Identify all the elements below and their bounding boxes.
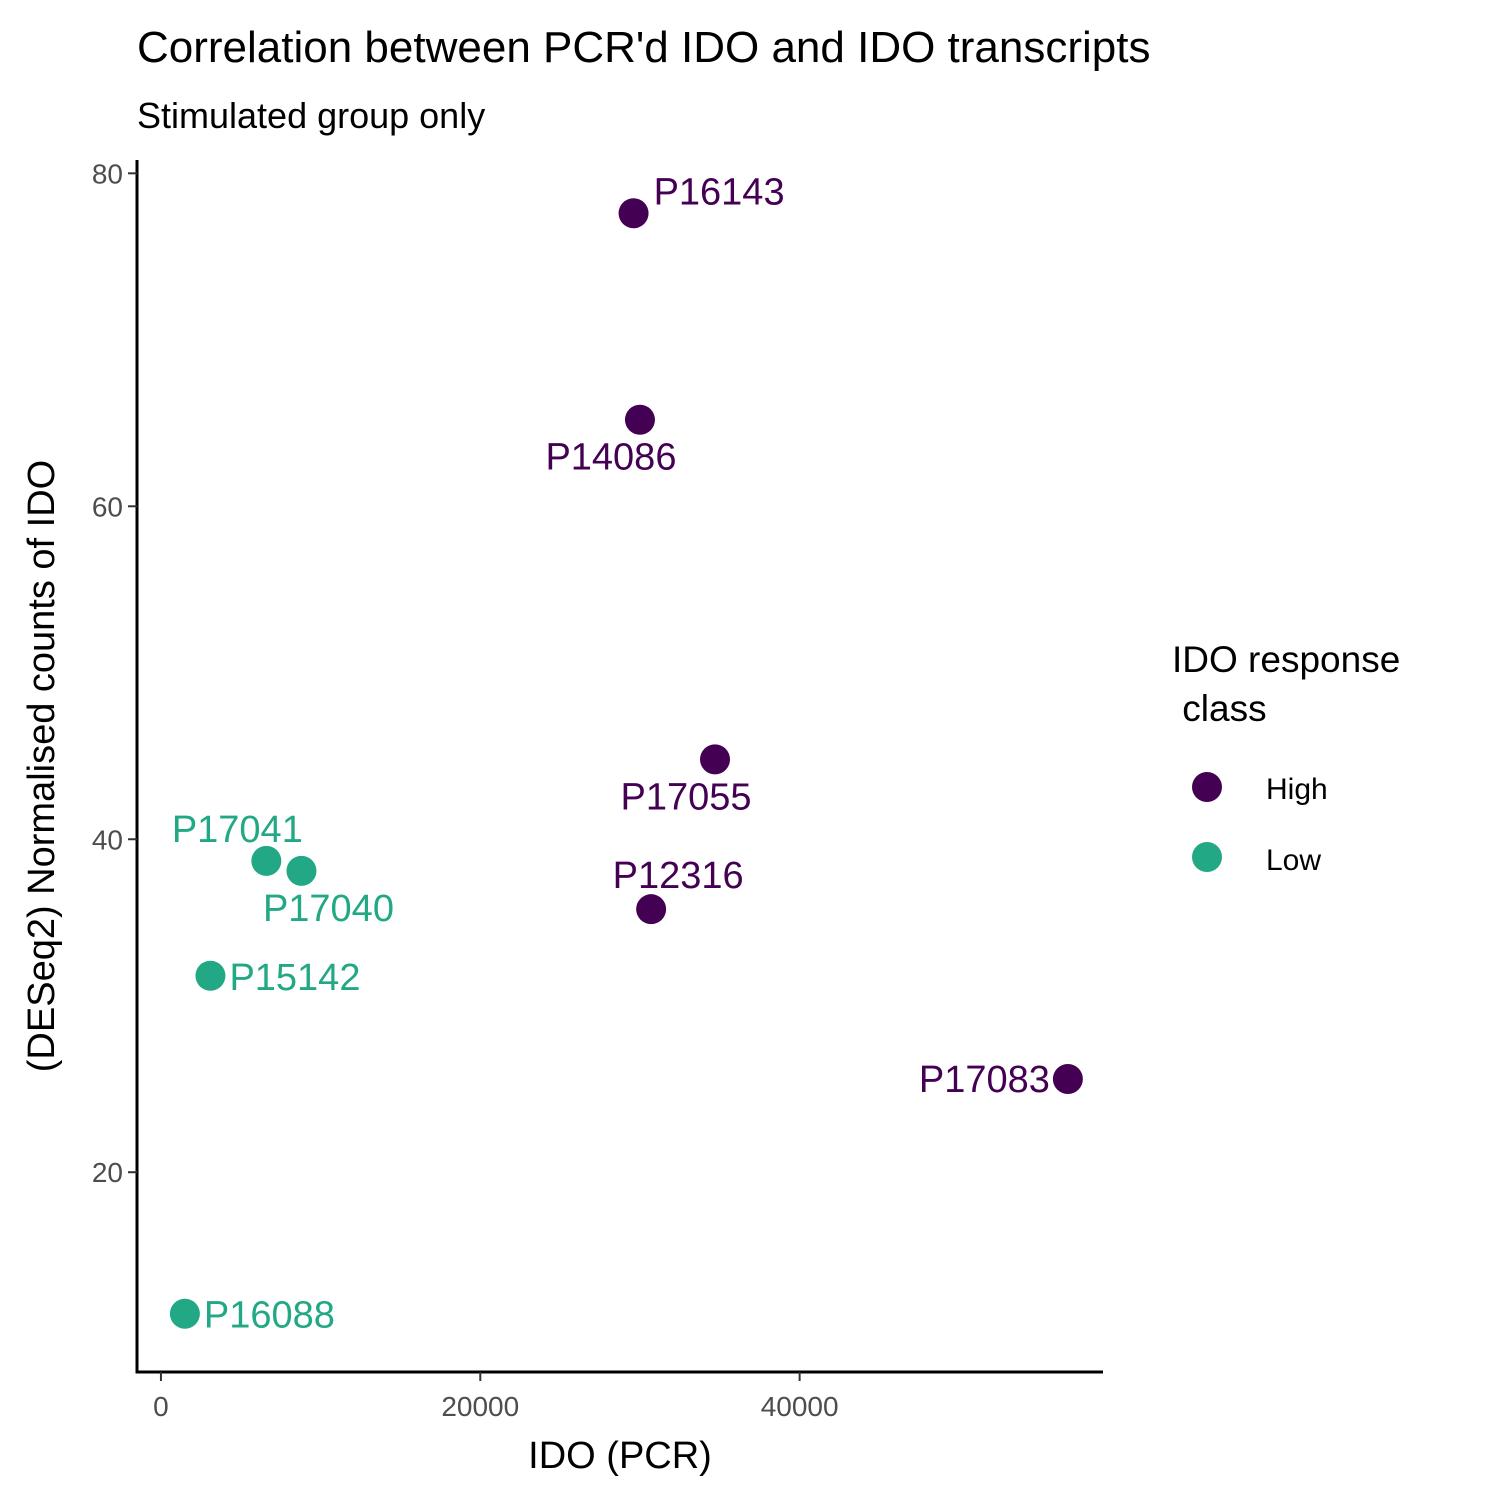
point-label-P17055: P17055 [620, 776, 751, 818]
point-label-P14086: P14086 [545, 437, 676, 479]
data-point-P16143 [618, 198, 649, 229]
x-tick-label: 0 [153, 1391, 169, 1422]
legend-key-high [1192, 772, 1222, 802]
point-label-P17083: P17083 [919, 1059, 1050, 1101]
point-label-P17040: P17040 [263, 888, 394, 930]
point-label-P16143: P16143 [654, 171, 785, 213]
data-point-P17083 [1052, 1063, 1083, 1094]
point-label-P12316: P12316 [613, 855, 744, 897]
chart-subtitle: Stimulated group only [137, 95, 485, 136]
x-axis-title: IDO (PCR) [528, 1435, 712, 1477]
data-point-P14086 [624, 404, 655, 435]
legend-title-line1: IDO response [1172, 639, 1400, 680]
point-label-P16088: P16088 [204, 1295, 335, 1337]
point-label-P17041: P17041 [172, 809, 303, 851]
legend-key-low [1192, 842, 1222, 872]
y-tick-label: 80 [92, 158, 123, 189]
data-point-P17055 [700, 744, 731, 775]
data-point-P12316 [636, 894, 667, 925]
data-points [169, 198, 1083, 1329]
axis-ticks: 0 20000 40000 20 40 60 80 [92, 158, 839, 1422]
point-labels: P16143 P14086 P17055 P12316 P17083 P17041 P170… [172, 171, 1050, 1336]
data-point-P16088 [169, 1298, 200, 1329]
x-tick-label: 40000 [761, 1391, 839, 1422]
data-point-P15142 [195, 960, 226, 991]
data-point-P17041 [251, 845, 282, 876]
x-tick-label: 20000 [441, 1391, 519, 1422]
data-point-P17040 [286, 855, 317, 886]
y-axis-title: (DESeq2) Normalised counts of IDO [21, 460, 63, 1072]
legend-label-low: Low [1266, 844, 1321, 877]
legend-title-line2: class [1172, 688, 1267, 729]
chart-title: Correlation between PCR'd IDO and IDO tr… [137, 23, 1150, 72]
point-label-P15142: P15142 [229, 957, 360, 999]
legend-label-high: High [1266, 773, 1328, 806]
y-tick-label: 60 [92, 491, 123, 522]
legend: IDO response class High Low [1172, 639, 1400, 877]
y-tick-label: 20 [92, 1157, 123, 1188]
y-tick-label: 40 [92, 824, 123, 855]
